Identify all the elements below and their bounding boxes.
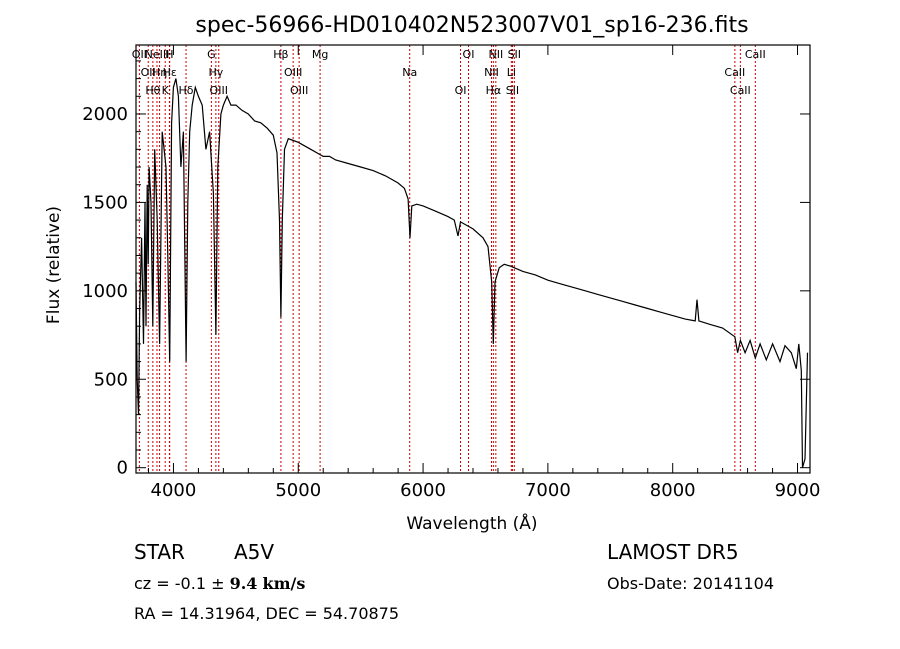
line-marker-label-16: Na	[402, 66, 417, 79]
object-subclass: A5V	[234, 540, 275, 564]
x-axis-label: Wavelength (Å)	[406, 512, 537, 534]
x-tick-label-0: 4000	[151, 480, 197, 501]
line-marker-label-24: SII	[508, 48, 521, 61]
x-axis-ticks: 4000 5000 6000 7000 8000 9000	[147, 45, 821, 501]
line-marker-label-19: NII	[484, 66, 499, 79]
x-tick-label-1: 5000	[275, 480, 321, 501]
line-marker-label-7: Hε	[163, 66, 177, 79]
y-tick-label-1: 500	[94, 369, 128, 390]
x-tick-label-4: 8000	[650, 480, 696, 501]
line-marker-label-9: G	[207, 48, 216, 61]
x-tick-label-3: 7000	[525, 480, 571, 501]
line-marker-label-25: CaII	[724, 66, 745, 79]
y-tick-label-3: 1500	[82, 192, 128, 213]
y-axis-label: Flux (relative)	[44, 206, 64, 324]
plot-frame	[135, 44, 811, 474]
cz-error: 9.4	[229, 574, 258, 593]
line-marker-label-1: OII	[141, 66, 156, 79]
cz-value: -0.1	[174, 574, 206, 593]
line-markers	[138, 45, 756, 473]
line-marker-label-14: OIII	[290, 84, 308, 97]
line-marker-label-8: Hδ	[179, 84, 194, 97]
line-marker-label-18: OI	[463, 48, 475, 61]
y-tick-label-0: 0	[117, 458, 128, 479]
y-tick-label-2: 1000	[82, 281, 128, 302]
line-marker-label-15: Mg	[312, 48, 328, 61]
line-marker-label-22: Li	[507, 66, 516, 79]
line-marker-label-11: OIII	[210, 84, 228, 97]
cz-plus-minus: ±	[211, 574, 225, 593]
line-marker-label-27: CaII	[745, 48, 766, 61]
line-marker-label-23: SII	[506, 84, 519, 97]
line-marker-label-26: CaII	[730, 84, 751, 97]
line-marker-label-5: K	[162, 84, 170, 97]
chart-title: spec-56966-HD010402N523007V01_sp16-236.f…	[195, 13, 748, 38]
cz-label: cz =	[134, 574, 175, 593]
line-marker-label-13: OIII	[284, 66, 302, 79]
obs-date: Obs-Date: 20141104	[607, 574, 775, 593]
line-marker-label-17: OI	[455, 84, 467, 97]
line-marker-label-4: Hη	[152, 66, 167, 79]
line-marker-label-6: H	[165, 48, 173, 61]
line-marker-label-20: Hα	[486, 84, 502, 97]
x-tick-label-5: 9000	[775, 480, 821, 501]
y-axis-ticks: 0 500 1000 1500 2000	[82, 60, 810, 479]
line-marker-labels: OIIOIIHθNeIIIHηKHHεHδGHγOIIIHβOIIIOIIIMg…	[132, 48, 766, 97]
ra-dec-readout: RA = 14.31964, DEC = 54.70875	[134, 604, 400, 623]
y-tick-label-4: 2000	[82, 104, 128, 125]
line-marker-label-12: Hβ	[273, 48, 288, 61]
survey-name: LAMOST DR5	[607, 540, 739, 564]
line-marker-label-2: Hθ	[145, 84, 160, 97]
line-marker-label-3: NeIII	[145, 48, 170, 61]
x-tick-label-2: 6000	[400, 480, 446, 501]
spectrum-series-line	[135, 78, 809, 468]
object-class: STAR	[134, 540, 185, 564]
redshift-readout: cz = -0.1 ± 9.4 km/s	[134, 574, 305, 593]
line-marker-label-10: Hγ	[208, 66, 223, 79]
line-marker-label-21: NII	[488, 48, 503, 61]
cz-unit: km/s	[262, 574, 306, 593]
